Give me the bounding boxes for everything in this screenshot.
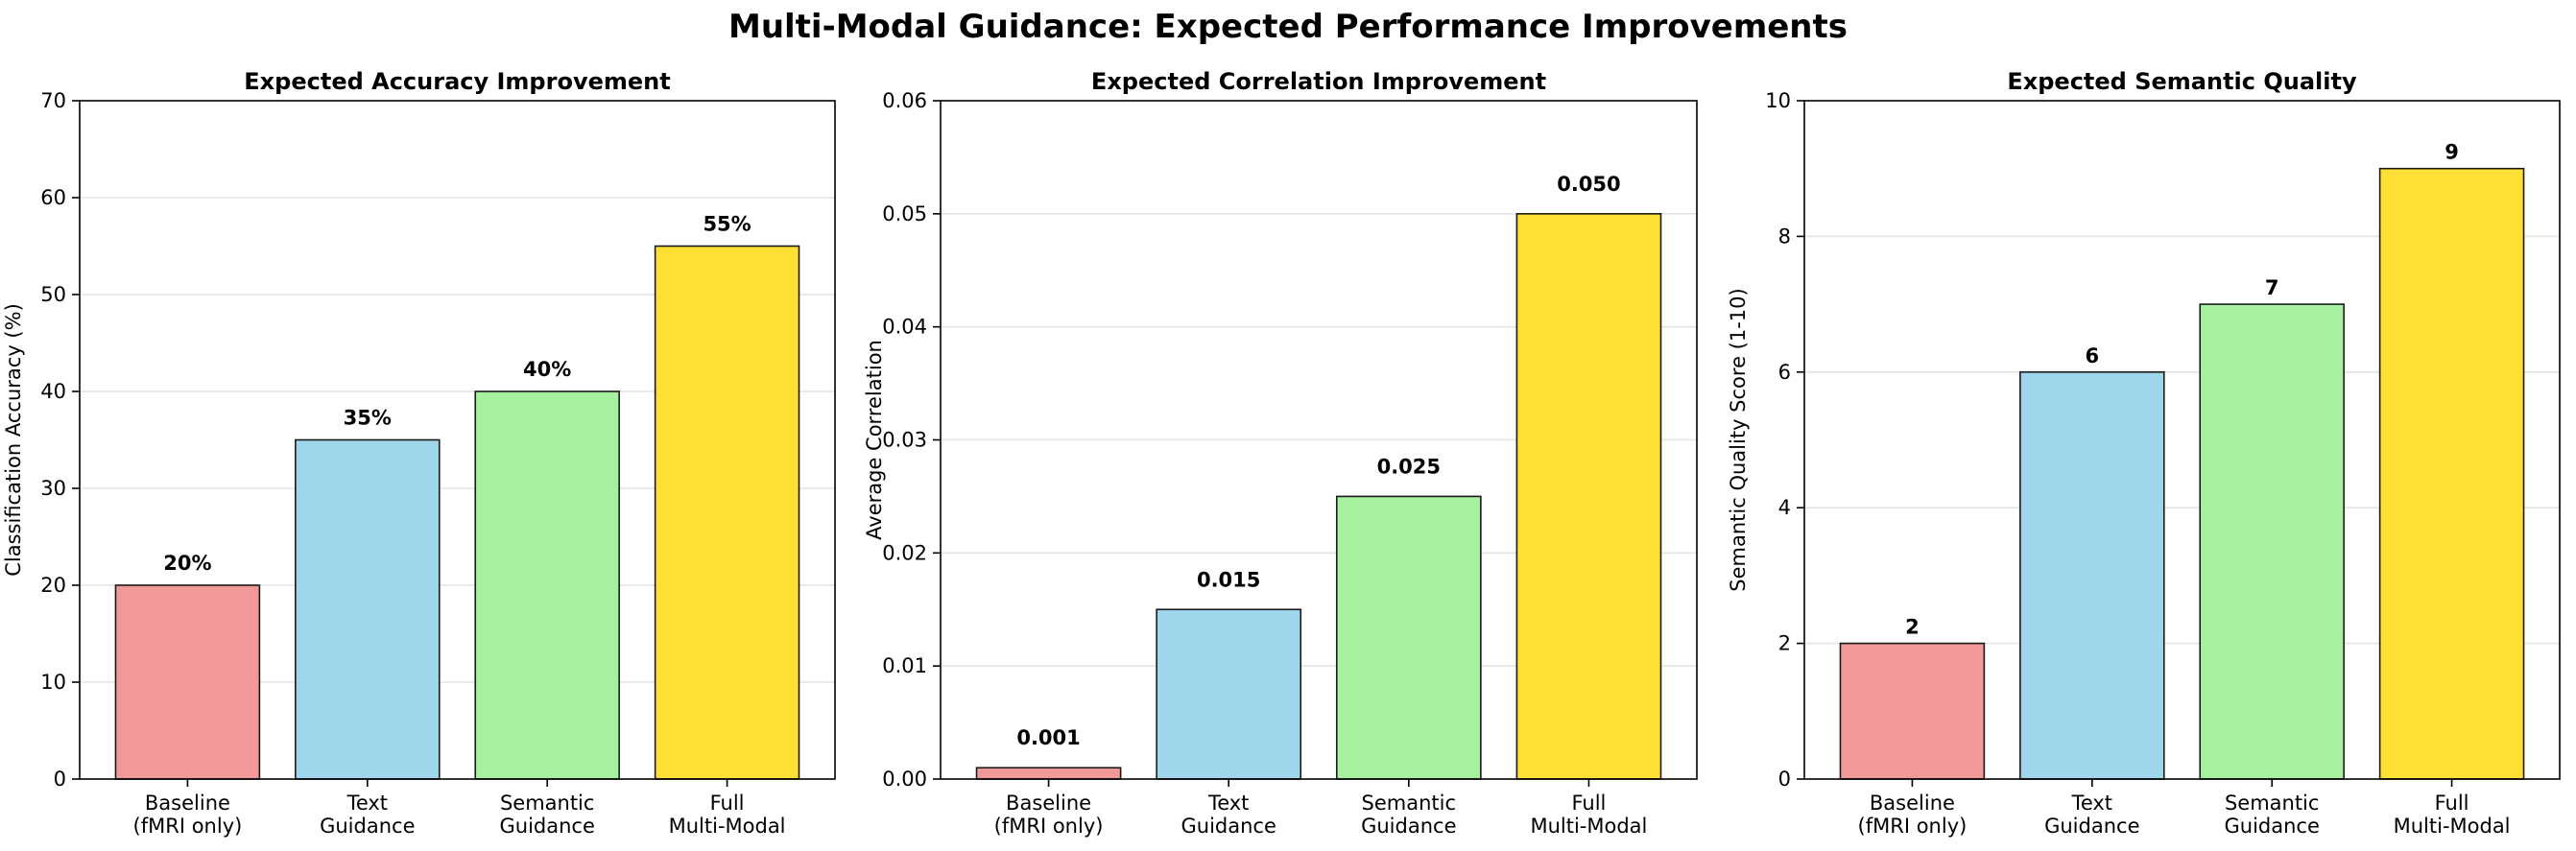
y-axis-label: Classification Accuracy (%)	[2, 303, 25, 577]
data-label: 7	[2265, 276, 2279, 299]
x-tick-label: Text	[2071, 792, 2112, 815]
x-tick-label: Baseline	[1006, 792, 1091, 815]
y-tick-label: 0.00	[882, 768, 927, 791]
figure-title: Multi-Modal Guidance: Expected Performan…	[727, 8, 1848, 46]
bar	[295, 438, 441, 780]
y-tick-label: 50	[40, 283, 66, 306]
x-tick-label: Baseline	[1870, 792, 1955, 815]
x-tick-label: Full	[1571, 792, 1606, 815]
bar	[1515, 213, 1662, 780]
x-tick-label: (fMRI only)	[133, 815, 243, 838]
x-tick-label: Text	[346, 792, 388, 815]
y-tick-label: 20	[40, 574, 66, 597]
bar	[975, 767, 1122, 780]
x-tick-label: Semantic	[1362, 792, 1457, 815]
data-label: 2	[1905, 616, 1920, 639]
x-tick-label: Text	[1207, 792, 1249, 815]
x-tick-label: Multi-Modal	[669, 815, 786, 838]
bar	[1839, 642, 1986, 780]
y-tick-label: 6	[1778, 361, 1791, 384]
x-tick-label: Semantic	[2225, 792, 2320, 815]
y-tick-label: 0.06	[882, 89, 927, 112]
y-tick-label: 0.05	[882, 202, 927, 225]
x-tick-label: Guidance	[320, 815, 415, 838]
y-tick-label: 40	[40, 380, 66, 403]
y-tick-label: 0.03	[882, 429, 927, 452]
x-tick-label: Baseline	[145, 792, 230, 815]
y-axis-label: Average Correlation	[863, 340, 886, 540]
y-axis-label: Semantic Quality Score (1-10)	[1727, 288, 1750, 591]
x-tick-label: Guidance	[1361, 815, 1456, 838]
y-tick-label: 70	[40, 89, 66, 112]
y-tick-label: 10	[1765, 89, 1791, 112]
y-tick-label: 10	[40, 671, 66, 694]
x-tick-label: Full	[710, 792, 745, 815]
bar	[2199, 303, 2345, 780]
data-label: 20%	[163, 552, 211, 575]
y-tick-label: 0.01	[882, 654, 927, 677]
bar	[1335, 495, 1482, 780]
y-tick-label: 60	[40, 186, 66, 209]
subplot-title: Expected Correlation Improvement	[1091, 68, 1546, 95]
x-tick-label: Guidance	[2224, 815, 2319, 838]
plot-frame	[79, 100, 836, 780]
y-tick-label: 0.02	[882, 541, 927, 564]
data-label: 6	[2085, 344, 2099, 367]
bar	[654, 245, 800, 780]
data-label: 0.001	[1016, 726, 1080, 749]
y-tick-label: 0	[1778, 768, 1791, 791]
data-label: 9	[2445, 141, 2459, 164]
data-label: 0.050	[1557, 173, 1620, 196]
x-tick-label: Guidance	[2044, 815, 2139, 838]
data-label: 0.025	[1377, 455, 1441, 478]
y-tick-label: 2	[1778, 632, 1791, 655]
x-tick-label: Semantic	[500, 792, 595, 815]
data-label: 40%	[523, 358, 571, 381]
x-tick-label: Multi-Modal	[2394, 815, 2511, 838]
bar	[1156, 608, 1302, 780]
data-label: 35%	[344, 407, 392, 430]
data-label: 55%	[703, 213, 751, 236]
x-tick-label: (fMRI only)	[994, 815, 1104, 838]
x-tick-label: Full	[2435, 792, 2469, 815]
x-tick-label: (fMRI only)	[1858, 815, 1968, 838]
bar	[114, 584, 261, 780]
subplot-title: Expected Accuracy Improvement	[244, 68, 670, 95]
y-tick-label: 30	[40, 477, 66, 500]
subplot-title: Expected Semantic Quality	[2007, 68, 2357, 95]
x-tick-label: Multi-Modal	[1530, 815, 1647, 838]
data-label: 0.015	[1197, 568, 1260, 591]
bar	[2019, 370, 2165, 780]
x-tick-label: Guidance	[499, 815, 594, 838]
y-tick-label: 8	[1778, 225, 1791, 248]
y-tick-label: 0	[54, 768, 66, 791]
x-tick-label: Guidance	[1181, 815, 1276, 838]
bar	[474, 390, 620, 780]
y-tick-label: 0.04	[882, 316, 927, 339]
plot-frame	[1803, 100, 2561, 780]
bar	[2378, 167, 2525, 780]
y-tick-label: 4	[1778, 496, 1791, 519]
